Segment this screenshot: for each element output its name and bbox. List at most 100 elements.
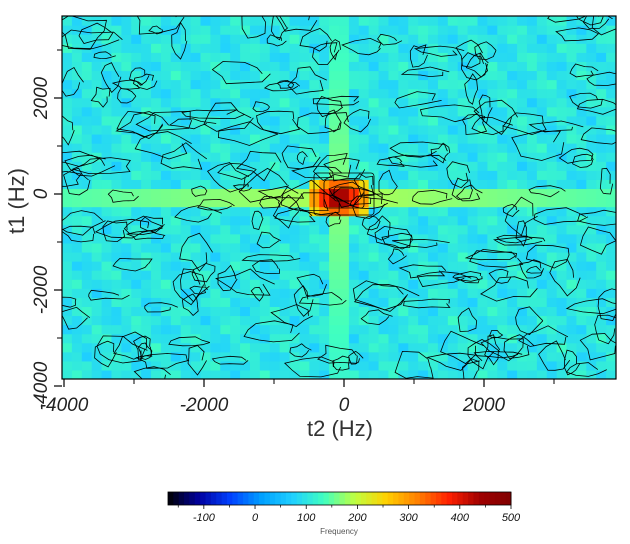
contour-line (257, 185, 305, 199)
heatmap-cell (556, 261, 568, 271)
heatmap-cell (121, 261, 132, 271)
heatmap-cell (457, 179, 469, 190)
heatmap-cell (151, 161, 162, 171)
heatmap-cell (289, 206, 301, 217)
contour-line (241, 254, 301, 262)
heatmap-cell (289, 261, 301, 271)
heatmap-cell (141, 115, 152, 126)
heatmap-cell (536, 25, 548, 35)
contour-line (172, 271, 210, 306)
heatmap-cell (81, 333, 93, 344)
heatmap-cell (81, 342, 93, 353)
heatmap-cell (497, 16, 508, 26)
heatmap-cell (497, 242, 508, 253)
heatmap-cell (279, 197, 291, 208)
heatmap-cell (81, 288, 93, 298)
heatmap-cell (220, 270, 231, 280)
heatmap-cell (160, 288, 172, 298)
heatmap-cell (418, 152, 429, 162)
colorbar-segment (264, 492, 271, 505)
heatmap-cell (71, 333, 83, 344)
heatmap-cell (536, 34, 548, 44)
heatmap-cell (378, 297, 390, 307)
heatmap-cell (210, 70, 221, 81)
heatmap-cell (299, 270, 310, 280)
heatmap-cell (576, 97, 587, 108)
x-tick-label: 2000 (462, 395, 506, 416)
heatmap-cell (91, 88, 103, 99)
heatmap-cell (81, 52, 93, 62)
heatmap-cell (477, 25, 488, 35)
heatmap-cell (596, 333, 607, 344)
heatmap-cell (269, 233, 281, 244)
heatmap-cell (62, 170, 73, 180)
heatmap-cell (160, 279, 172, 289)
heatmap-cell (348, 70, 360, 81)
heatmap-cell (121, 306, 132, 317)
heatmap-cell (220, 61, 231, 72)
heatmap-cell (111, 233, 122, 244)
heatmap-cell (586, 170, 597, 180)
heatmap-cell (190, 97, 202, 108)
contour-line (488, 268, 512, 284)
heatmap-cell (249, 306, 261, 317)
heatmap-cell (101, 143, 113, 153)
heatmap-cell (358, 224, 370, 235)
heatmap-cell (131, 34, 142, 44)
heatmap-cell (230, 70, 241, 81)
heatmap-cell (576, 270, 587, 280)
heatmap-cell (329, 270, 340, 280)
heatmap-cell (477, 170, 488, 180)
heatmap-cell (566, 206, 578, 217)
heatmap-cell (497, 360, 508, 371)
heatmap-cell (249, 161, 261, 171)
heatmap-cell (556, 61, 568, 72)
heatmap-cell (358, 115, 370, 126)
heatmap-cell (526, 179, 538, 190)
heatmap-cell (536, 52, 548, 62)
contour-line (586, 71, 616, 86)
heatmap-cell (447, 43, 459, 53)
heatmap-cell (586, 242, 597, 253)
heatmap-cell (517, 115, 528, 126)
heatmap-cell (289, 133, 301, 144)
heatmap-cell (141, 324, 152, 335)
colorbar-segment (205, 492, 212, 505)
heatmap-cell (91, 224, 103, 235)
contour-line (376, 156, 405, 167)
heatmap-cell (368, 61, 380, 72)
heatmap-cell (81, 369, 93, 379)
heatmap-cell (200, 133, 211, 144)
heatmap-cell (477, 97, 488, 108)
contour-line (251, 259, 280, 275)
heatmap-cell (388, 242, 399, 253)
heatmap-cell (398, 324, 409, 335)
heatmap-cell (368, 233, 380, 244)
heatmap-cell (190, 369, 202, 379)
contour-line (533, 207, 589, 225)
heatmap-cell (81, 233, 93, 244)
heatmap-cell (160, 133, 172, 144)
heatmap-cell (388, 133, 399, 144)
colorbar-segment (328, 492, 335, 505)
heatmap-cell (249, 79, 261, 90)
heatmap-cell (279, 133, 291, 144)
heatmap-cell (546, 61, 558, 72)
heatmap-cell (576, 206, 587, 217)
heatmap-cell (536, 179, 548, 190)
heatmap-cell (259, 342, 271, 353)
heatmap-cell (556, 88, 568, 99)
colorbar-segment (210, 492, 217, 505)
heatmap-cell (249, 233, 261, 244)
heatmap-cell (388, 97, 399, 108)
heatmap-cell (111, 188, 122, 199)
heatmap-cell (190, 306, 202, 317)
heatmap-cell (289, 224, 301, 235)
contour-line (272, 194, 302, 229)
heatmap-cell (62, 279, 73, 289)
contour-line (250, 286, 265, 302)
heatmap-cell (180, 324, 192, 335)
heatmap-cell (368, 143, 380, 153)
heatmap-cell (62, 369, 73, 379)
heatmap-cell (62, 61, 73, 72)
